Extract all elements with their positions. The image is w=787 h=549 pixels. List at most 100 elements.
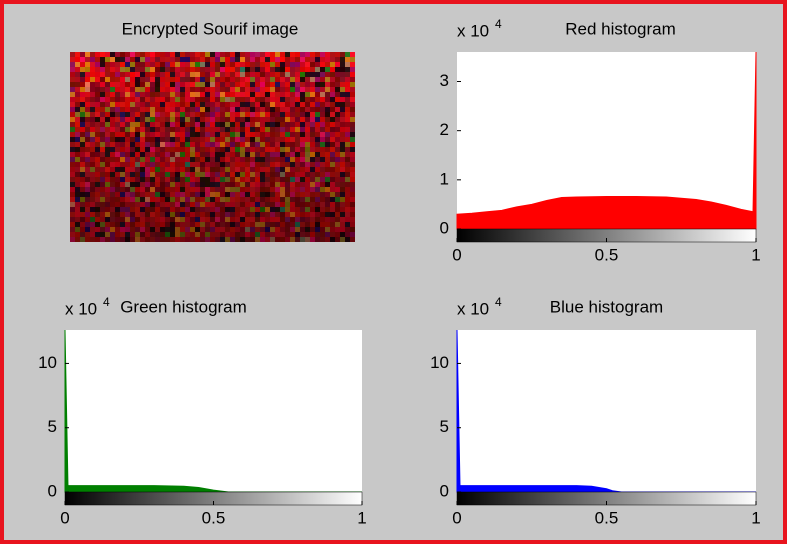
noise-pixel <box>70 232 75 237</box>
noise-pixel <box>110 52 115 57</box>
noise-pixel <box>230 202 235 207</box>
noise-pixel <box>90 207 95 212</box>
noise-pixel <box>90 147 95 152</box>
noise-pixel <box>235 177 240 182</box>
noise-pixel <box>145 212 150 217</box>
noise-pixel <box>240 157 245 162</box>
noise-pixel <box>195 167 200 172</box>
noise-pixel <box>125 82 130 87</box>
noise-pixel <box>90 152 95 157</box>
noise-pixel <box>215 172 220 177</box>
noise-pixel <box>95 217 100 222</box>
noise-pixel <box>120 112 125 117</box>
noise-pixel <box>330 57 335 62</box>
noise-pixel <box>75 97 80 102</box>
noise-pixel <box>185 177 190 182</box>
noise-pixel <box>120 192 125 197</box>
noise-pixel <box>335 97 340 102</box>
noise-pixel <box>165 72 170 77</box>
noise-pixel <box>110 227 115 232</box>
noise-pixel <box>150 207 155 212</box>
noise-pixel <box>75 162 80 167</box>
noise-pixel <box>90 192 95 197</box>
noise-pixel <box>180 202 185 207</box>
noise-pixel <box>230 227 235 232</box>
noise-pixel <box>210 237 215 242</box>
noise-pixel <box>100 77 105 82</box>
noise-pixel <box>170 167 175 172</box>
noise-pixel <box>90 167 95 172</box>
noise-pixel <box>135 172 140 177</box>
noise-pixel <box>160 207 165 212</box>
noise-pixel <box>270 92 275 97</box>
noise-pixel <box>100 217 105 222</box>
noise-pixel <box>85 192 90 197</box>
noise-pixel <box>265 57 270 62</box>
noise-pixel <box>80 237 85 242</box>
noise-pixel <box>90 232 95 237</box>
noise-pixel <box>290 107 295 112</box>
noise-pixel <box>240 57 245 62</box>
noise-pixel <box>245 57 250 62</box>
noise-pixel <box>135 212 140 217</box>
noise-pixel <box>190 62 195 67</box>
noise-pixel <box>330 182 335 187</box>
noise-pixel <box>180 117 185 122</box>
noise-pixel <box>245 232 250 237</box>
noise-pixel <box>155 207 160 212</box>
noise-pixel <box>345 62 350 67</box>
noise-pixel <box>275 147 280 152</box>
noise-pixel <box>220 132 225 137</box>
noise-pixel <box>105 127 110 132</box>
noise-pixel <box>225 197 230 202</box>
noise-pixel <box>105 172 110 177</box>
noise-pixel <box>340 122 345 127</box>
noise-pixel <box>130 77 135 82</box>
noise-pixel <box>105 107 110 112</box>
noise-pixel <box>205 197 210 202</box>
noise-pixel <box>100 162 105 167</box>
noise-pixel <box>315 157 320 162</box>
noise-pixel <box>345 182 350 187</box>
noise-pixel <box>325 182 330 187</box>
noise-pixel <box>240 132 245 137</box>
noise-pixel <box>110 162 115 167</box>
noise-pixel <box>320 132 325 137</box>
noise-pixel <box>305 102 310 107</box>
noise-pixel <box>100 142 105 147</box>
noise-pixel <box>120 147 125 152</box>
noise-pixel <box>235 167 240 172</box>
noise-pixel <box>330 207 335 212</box>
noise-pixel <box>320 97 325 102</box>
noise-pixel <box>180 237 185 242</box>
noise-pixel <box>70 67 75 72</box>
noise-pixel <box>270 207 275 212</box>
exponent: 4 <box>495 295 502 309</box>
noise-pixel <box>95 222 100 227</box>
noise-pixel <box>75 127 80 132</box>
noise-pixel <box>285 132 290 137</box>
noise-pixel <box>190 227 195 232</box>
noise-pixel <box>150 212 155 217</box>
noise-pixel <box>335 167 340 172</box>
noise-pixel <box>110 232 115 237</box>
noise-pixel <box>130 237 135 242</box>
noise-pixel <box>335 107 340 112</box>
noise-pixel <box>340 172 345 177</box>
noise-pixel <box>175 132 180 137</box>
noise-pixel <box>170 142 175 147</box>
noise-pixel <box>80 147 85 152</box>
noise-pixel <box>145 97 150 102</box>
noise-pixel <box>315 72 320 77</box>
noise-pixel <box>295 147 300 152</box>
noise-pixel <box>210 52 215 57</box>
noise-pixel <box>180 112 185 117</box>
noise-pixel <box>315 87 320 92</box>
noise-pixel <box>260 77 265 82</box>
noise-pixel <box>165 232 170 237</box>
noise-pixel <box>280 92 285 97</box>
noise-pixel <box>290 77 295 82</box>
noise-pixel <box>260 52 265 57</box>
noise-pixel <box>220 182 225 187</box>
noise-pixel <box>145 177 150 182</box>
